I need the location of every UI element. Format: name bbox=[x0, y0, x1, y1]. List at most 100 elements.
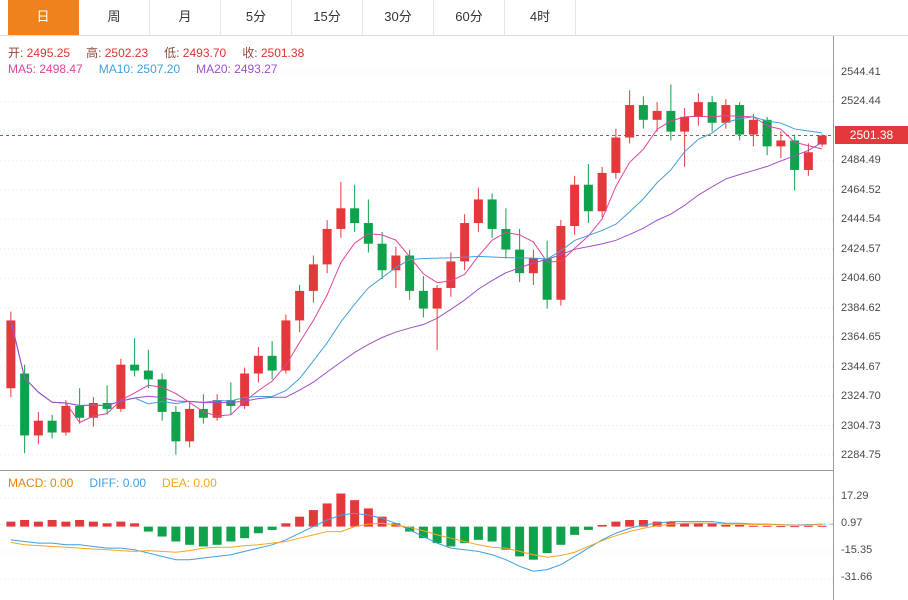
tab-week[interactable]: 周 bbox=[79, 0, 150, 35]
candle-body bbox=[61, 405, 71, 433]
macd-hist-bar bbox=[721, 524, 731, 527]
macd-stat-label: MACD: bbox=[8, 476, 50, 490]
macd-hist-bar bbox=[240, 526, 250, 539]
macd-hist-bar bbox=[405, 526, 415, 532]
macd-hist-bar bbox=[556, 526, 566, 545]
macd-hist-bar bbox=[322, 503, 332, 527]
macd-hist-bar bbox=[652, 521, 662, 527]
macd-chart[interactable] bbox=[0, 472, 833, 600]
candle-body bbox=[47, 420, 57, 433]
candle-body bbox=[267, 355, 277, 371]
macd-axis-label: -31.66 bbox=[841, 571, 873, 583]
candle-body bbox=[75, 405, 85, 418]
macd-hist-bar bbox=[363, 508, 373, 527]
ohlc-stat-label: 低: bbox=[164, 46, 183, 60]
candle-body bbox=[583, 184, 593, 212]
candle-body bbox=[721, 105, 731, 123]
ma-stat-value: 2493.27 bbox=[234, 62, 278, 76]
candle-body bbox=[116, 364, 126, 409]
ohlc-stat-label: 开: bbox=[8, 46, 27, 60]
candle-body bbox=[405, 255, 415, 291]
candle-body bbox=[611, 137, 621, 173]
candle-body bbox=[556, 226, 566, 300]
candle-body bbox=[143, 370, 153, 380]
ma-stat-value: 2498.47 bbox=[39, 62, 83, 76]
ma5-line bbox=[10, 115, 823, 424]
candle-body bbox=[88, 403, 98, 418]
candle-body bbox=[240, 373, 250, 406]
ohlc-stat-label: 收: bbox=[242, 46, 261, 60]
macd-hist-bar bbox=[693, 523, 703, 527]
macd-hist-bar bbox=[61, 521, 71, 527]
macd-hist-bar bbox=[748, 525, 758, 527]
candle-body bbox=[597, 172, 607, 212]
macd-hist-bar bbox=[625, 519, 635, 527]
candle-body bbox=[418, 290, 428, 309]
diff-line bbox=[10, 512, 823, 572]
candle-body bbox=[336, 208, 346, 229]
macd-hist-bar bbox=[377, 516, 387, 527]
macd-stat: DEA: 0.00 bbox=[162, 476, 217, 490]
tab-5min[interactable]: 5分 bbox=[221, 0, 292, 35]
macd-hist-bar bbox=[308, 510, 318, 527]
candlestick-chart[interactable] bbox=[0, 36, 833, 470]
ma-stat: MA5: 2498.47 bbox=[8, 62, 83, 76]
tab-60min[interactable]: 60分 bbox=[434, 0, 505, 35]
macd-hist-bar bbox=[143, 526, 153, 532]
macd-hist-bar bbox=[597, 524, 607, 527]
macd-hist-bar bbox=[253, 526, 263, 534]
candle-body bbox=[762, 119, 772, 147]
candle-body bbox=[515, 249, 525, 274]
tab-day[interactable]: 日 bbox=[8, 0, 79, 35]
ma-stat-value: 2507.20 bbox=[136, 62, 181, 76]
macd-hist-bar bbox=[638, 519, 648, 527]
ohlc-stat: 开: 2495.25 bbox=[8, 44, 70, 61]
candle-body bbox=[528, 258, 538, 274]
tab-30min[interactable]: 30分 bbox=[363, 0, 434, 35]
candle-body bbox=[803, 152, 813, 170]
candle-body bbox=[776, 140, 786, 147]
ma-stat: MA10: 2507.20 bbox=[99, 62, 180, 76]
macd-hist-bar bbox=[336, 493, 346, 527]
price-axis-label: 2444.54 bbox=[841, 213, 881, 226]
price-axis-label: 2524.44 bbox=[841, 95, 881, 108]
price-axis: 2501.38 2544.412524.442504.462484.492464… bbox=[833, 36, 908, 600]
tab-15min[interactable]: 15分 bbox=[292, 0, 363, 35]
macd-hist-bar bbox=[542, 526, 552, 554]
macd-hist-bar bbox=[6, 521, 16, 527]
candle-body bbox=[473, 199, 483, 224]
macd-hist-bar bbox=[157, 526, 167, 537]
tab-month[interactable]: 月 bbox=[150, 0, 221, 35]
macd-hist-bar bbox=[680, 523, 690, 527]
candle-body bbox=[6, 320, 16, 389]
macd-hist-bar bbox=[501, 526, 511, 550]
candle-body bbox=[501, 228, 511, 250]
candle-body bbox=[570, 184, 580, 227]
macd-stat-value: 0.00 bbox=[122, 476, 147, 490]
macd-stat: DIFF: 0.00 bbox=[89, 476, 146, 490]
macd-hist-bar bbox=[20, 519, 30, 527]
macd-hist-bar bbox=[185, 526, 195, 545]
macd-hist-bar bbox=[281, 523, 291, 527]
macd-stat-label: DIFF: bbox=[89, 476, 123, 490]
price-axis-label: 2404.60 bbox=[841, 272, 881, 285]
chart-content: 开: 2495.25 高: 2502.23 低: 2493.70 收: 2501.38… bbox=[0, 36, 908, 600]
candle-body bbox=[350, 208, 360, 224]
candle-body bbox=[735, 105, 745, 135]
macd-hist-bar bbox=[47, 519, 57, 527]
macd-hist-bar bbox=[88, 521, 98, 527]
macd-hist-bar bbox=[570, 526, 580, 535]
macd-axis-label: 17.29 bbox=[841, 490, 869, 502]
macd-hist-bar bbox=[130, 523, 140, 527]
price-axis-label: 2424.57 bbox=[841, 242, 881, 255]
candle-body bbox=[638, 105, 648, 120]
macd-hist-bar bbox=[776, 526, 786, 528]
tab-4hour[interactable]: 4时 bbox=[505, 0, 576, 35]
price-axis-label: 2364.65 bbox=[841, 331, 881, 344]
macd-hist-bar bbox=[418, 526, 428, 539]
timeframe-toolbar: 日周月 5分 15分 30分 60分 4时 bbox=[0, 0, 908, 36]
macd-hist-bar bbox=[267, 526, 277, 530]
macd-stat-label: DEA: bbox=[162, 476, 194, 490]
macd-stat: MACD: 0.00 bbox=[8, 476, 73, 490]
